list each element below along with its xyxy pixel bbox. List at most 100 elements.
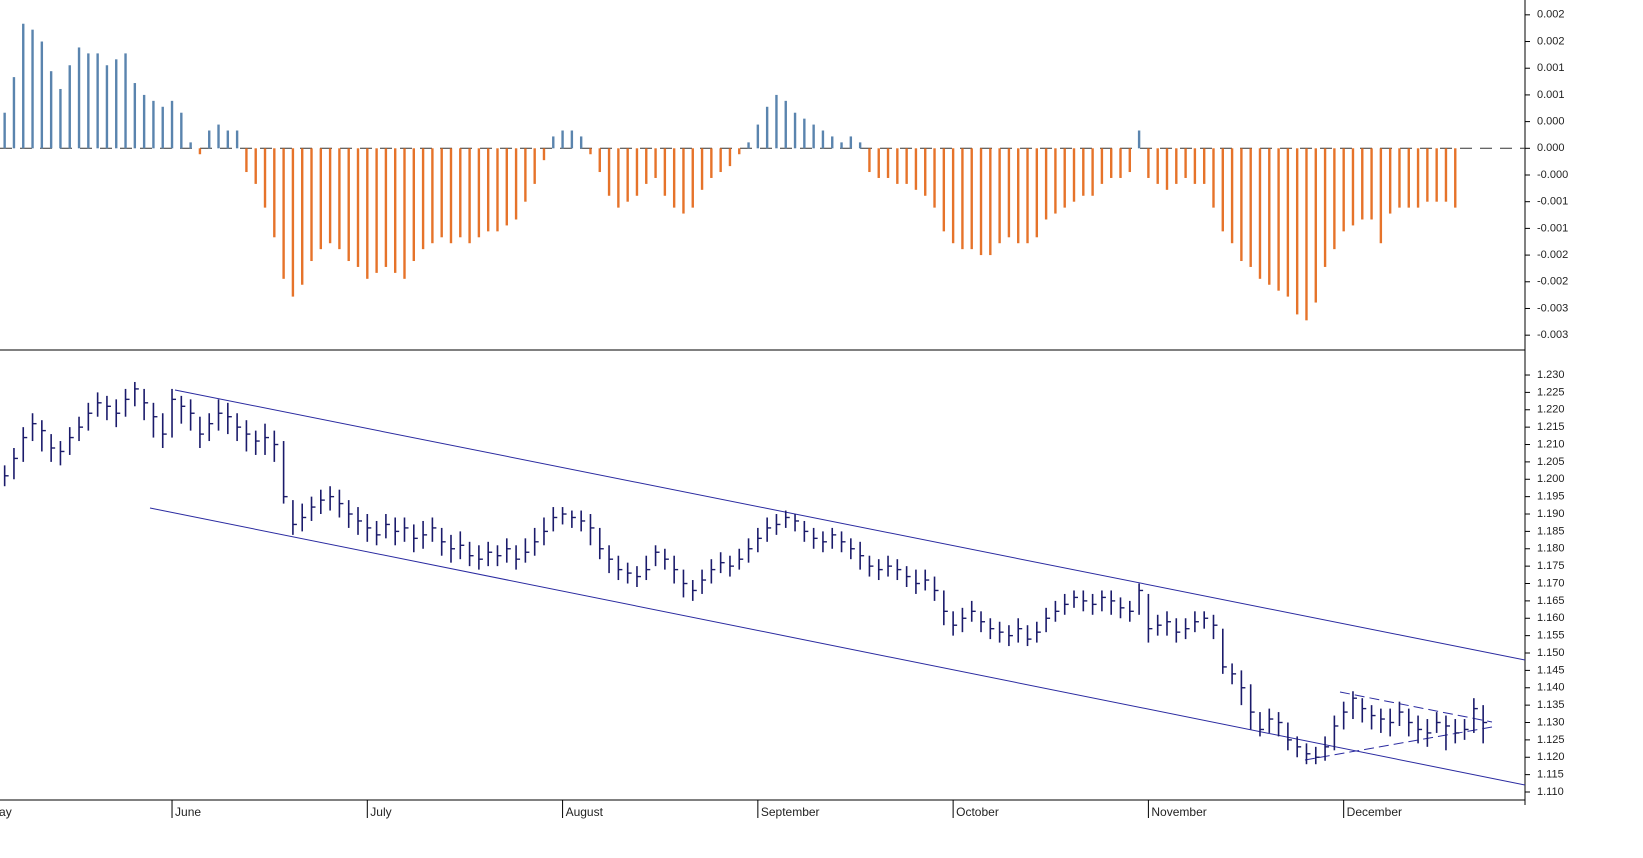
histogram-bar (1035, 148, 1039, 238)
histogram-bar (1202, 148, 1206, 184)
histogram-bar (691, 148, 694, 208)
histogram-bar (347, 148, 350, 262)
histogram-bar (384, 148, 388, 267)
histogram-bar (840, 142, 843, 149)
histogram-bar (226, 130, 230, 149)
histogram-bar (635, 148, 639, 196)
y-tick-label: 1.160 (1537, 612, 1565, 624)
histogram-bar (784, 100, 787, 149)
histogram-bar (449, 148, 453, 244)
histogram-bar (1054, 148, 1057, 214)
histogram-bar (198, 148, 202, 155)
histogram-bar (858, 142, 862, 149)
y-tick-label: 0.000 (1537, 116, 1565, 128)
histogram-bar (161, 106, 164, 149)
histogram-bar (951, 148, 955, 244)
histogram-bar (1100, 148, 1104, 184)
y-tick-label: 1.120 (1537, 751, 1565, 763)
y-tick-label: -0.001 (1537, 196, 1568, 208)
y-tick-label: -0.003 (1537, 329, 1568, 341)
histogram-bar (273, 148, 276, 238)
histogram-bar (765, 106, 769, 149)
histogram-bar (12, 77, 16, 149)
histogram-bar (961, 148, 964, 250)
histogram-bar (1063, 148, 1066, 208)
histogram-bar (672, 148, 676, 208)
histogram-bar (1305, 148, 1308, 321)
y-tick-label: -0.003 (1537, 302, 1568, 314)
histogram-bar (40, 41, 44, 149)
histogram-bar (645, 148, 648, 184)
histogram-bar (319, 148, 323, 250)
histogram-bar (1426, 148, 1429, 202)
histogram-bar (1165, 148, 1169, 190)
chart-layer: 0.002 0.002 0.001 0.001 0.000 0.000 -0.000 -0.0… (0, 0, 1568, 819)
histogram-bar (403, 148, 406, 279)
histogram-bar (1147, 148, 1150, 178)
y-tick-label: 1.175 (1537, 560, 1565, 572)
histogram-bar (1184, 148, 1187, 178)
histogram-bar (412, 148, 415, 262)
histogram-bar (1175, 148, 1178, 184)
histogram-bar (886, 148, 890, 178)
histogram-bar (1286, 148, 1290, 297)
histogram-bar (1407, 148, 1410, 208)
histogram-bar (217, 124, 220, 149)
x-tick-label: November (1151, 805, 1206, 819)
histogram-bar (366, 148, 369, 279)
y-tick-label: 1.230 (1537, 369, 1565, 381)
histogram-bar (979, 148, 983, 256)
histogram-bar (849, 136, 853, 149)
histogram-bar (570, 130, 574, 149)
histogram-bar (1277, 148, 1280, 291)
y-tick-label: 1.110 (1537, 786, 1564, 798)
y-tick-label: -0.000 (1537, 169, 1568, 181)
histogram-bar (933, 148, 936, 208)
histogram-bar (142, 94, 146, 149)
histogram-bar (1221, 148, 1224, 232)
histogram-bar (356, 148, 360, 267)
y-tick-label: 1.215 (1537, 421, 1565, 433)
histogram-bar (1128, 148, 1132, 173)
histogram-bar (49, 71, 53, 149)
histogram-bar (486, 148, 490, 232)
histogram-bar (1342, 148, 1345, 232)
histogram-bar (1435, 148, 1438, 202)
histogram-bar (626, 148, 629, 202)
histogram-bar (877, 148, 880, 178)
histogram-bar (468, 148, 471, 244)
histogram-bar (59, 88, 62, 149)
histogram-bar (533, 148, 536, 184)
y-tick-label: 1.200 (1537, 473, 1565, 485)
histogram-bar (3, 112, 6, 149)
histogram-bar (905, 148, 908, 184)
histogram-bar (1082, 148, 1085, 196)
histogram-bar (1258, 148, 1262, 279)
histogram-bar (1026, 148, 1029, 244)
histogram-bar (208, 130, 211, 149)
histogram-bar (115, 59, 118, 149)
y-tick-label: 0.000 (1537, 142, 1565, 154)
histogram-bar (1323, 148, 1327, 267)
histogram-bar (1295, 148, 1299, 315)
histogram-bar (440, 148, 443, 238)
histogram-bar (1119, 148, 1122, 178)
histogram-bar (431, 148, 434, 244)
histogram-bar (282, 148, 285, 279)
histogram-bar (868, 148, 871, 173)
y-tick-label: 0.002 (1537, 35, 1565, 47)
histogram-bar (1268, 148, 1271, 285)
trend-line (174, 389, 1526, 661)
x-tick-label: June (175, 805, 201, 819)
histogram-bar (68, 65, 71, 149)
y-tick-label: 1.195 (1537, 491, 1565, 503)
histogram-bar (1398, 148, 1401, 208)
histogram-bar (663, 148, 667, 196)
x-tick-label: May (0, 805, 12, 819)
x-tick-label: December (1347, 805, 1402, 819)
histogram-bar (747, 142, 750, 149)
histogram-bar (1379, 148, 1383, 244)
histogram-bar (459, 148, 462, 238)
histogram-bar (338, 148, 341, 250)
y-tick-label: 1.210 (1537, 438, 1565, 450)
